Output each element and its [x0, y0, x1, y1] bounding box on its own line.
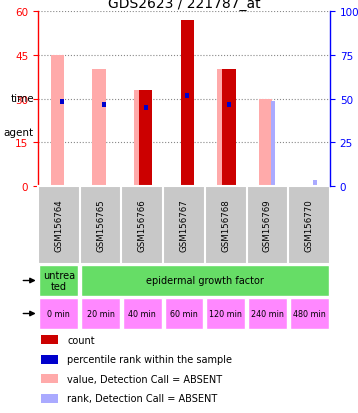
- Bar: [222, 70, 236, 187]
- Text: 240 min: 240 min: [251, 309, 284, 318]
- Bar: [41, 355, 58, 364]
- Text: 20 min: 20 min: [87, 309, 115, 318]
- Text: rank, Detection Call = ABSENT: rank, Detection Call = ABSENT: [67, 393, 217, 403]
- Text: GSM156768: GSM156768: [221, 199, 230, 252]
- Text: 40 min: 40 min: [129, 309, 156, 318]
- Text: GSM156765: GSM156765: [96, 199, 105, 252]
- Bar: [39, 266, 78, 296]
- Text: time: time: [10, 94, 34, 104]
- Bar: [41, 394, 58, 403]
- Bar: [134, 90, 147, 187]
- Bar: [81, 299, 120, 329]
- Bar: [39, 299, 78, 329]
- Bar: [181, 21, 194, 187]
- Text: GSM156766: GSM156766: [138, 199, 147, 252]
- Text: GSM156764: GSM156764: [54, 199, 63, 252]
- Text: GSM156767: GSM156767: [179, 199, 189, 252]
- Bar: [165, 299, 203, 329]
- Text: count: count: [67, 335, 95, 345]
- Bar: [102, 102, 106, 108]
- Text: value, Detection Call = ABSENT: value, Detection Call = ABSENT: [67, 374, 222, 384]
- Bar: [123, 299, 162, 329]
- Bar: [248, 299, 287, 329]
- Text: untrea
ted: untrea ted: [43, 270, 75, 292]
- Text: percentile rank within the sample: percentile rank within the sample: [67, 354, 232, 364]
- Bar: [217, 70, 231, 187]
- Title: GDS2623 / 221787_at: GDS2623 / 221787_at: [108, 0, 260, 11]
- Text: 60 min: 60 min: [170, 309, 198, 318]
- Bar: [290, 299, 329, 329]
- Bar: [271, 102, 275, 187]
- Bar: [92, 70, 106, 187]
- Bar: [41, 335, 58, 344]
- Text: 480 min: 480 min: [293, 309, 325, 318]
- Text: GSM156769: GSM156769: [263, 199, 272, 252]
- Bar: [60, 100, 64, 105]
- Text: 0 min: 0 min: [48, 309, 70, 318]
- Bar: [227, 102, 231, 108]
- Text: epidermal growth factor: epidermal growth factor: [146, 276, 264, 286]
- Bar: [206, 299, 245, 329]
- Bar: [144, 105, 148, 111]
- Bar: [185, 94, 189, 99]
- Bar: [41, 374, 58, 384]
- Bar: [139, 90, 152, 187]
- Text: 120 min: 120 min: [209, 309, 242, 318]
- Bar: [313, 181, 317, 187]
- Bar: [259, 99, 272, 187]
- Text: GSM156770: GSM156770: [305, 199, 314, 252]
- Text: agent: agent: [4, 127, 34, 137]
- Bar: [50, 56, 64, 187]
- Bar: [81, 266, 329, 296]
